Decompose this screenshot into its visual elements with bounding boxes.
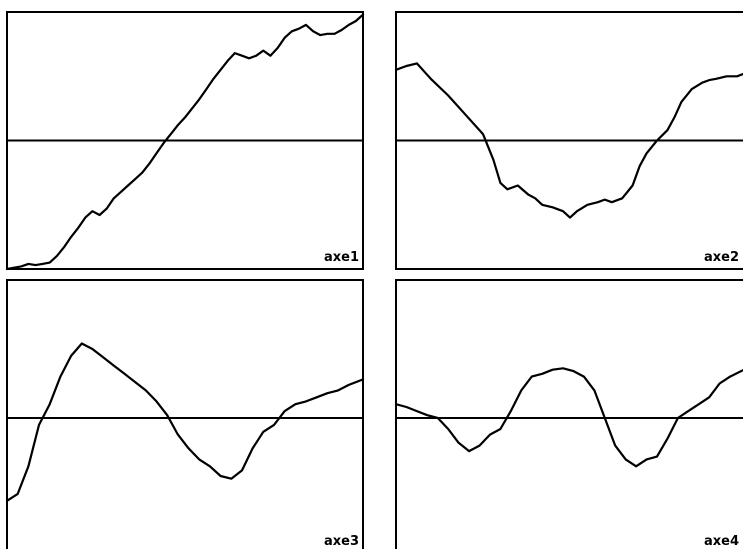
panel-axe1: axe1 xyxy=(5,11,365,271)
panel-axe2: axe2 xyxy=(394,11,743,270)
series-line xyxy=(394,367,743,468)
panel-axe3: axe3 xyxy=(5,279,365,549)
series-line xyxy=(5,342,365,502)
panel-frame xyxy=(6,279,364,549)
series-line xyxy=(5,13,365,271)
panel-label: axe2 xyxy=(704,250,739,265)
panel-frame xyxy=(395,279,743,549)
panel-axe4: axe4 xyxy=(394,279,743,549)
series-line xyxy=(394,62,743,219)
panel-label: axe4 xyxy=(704,534,739,549)
panel-label: axe1 xyxy=(324,250,359,265)
panel-label: axe3 xyxy=(324,534,359,549)
